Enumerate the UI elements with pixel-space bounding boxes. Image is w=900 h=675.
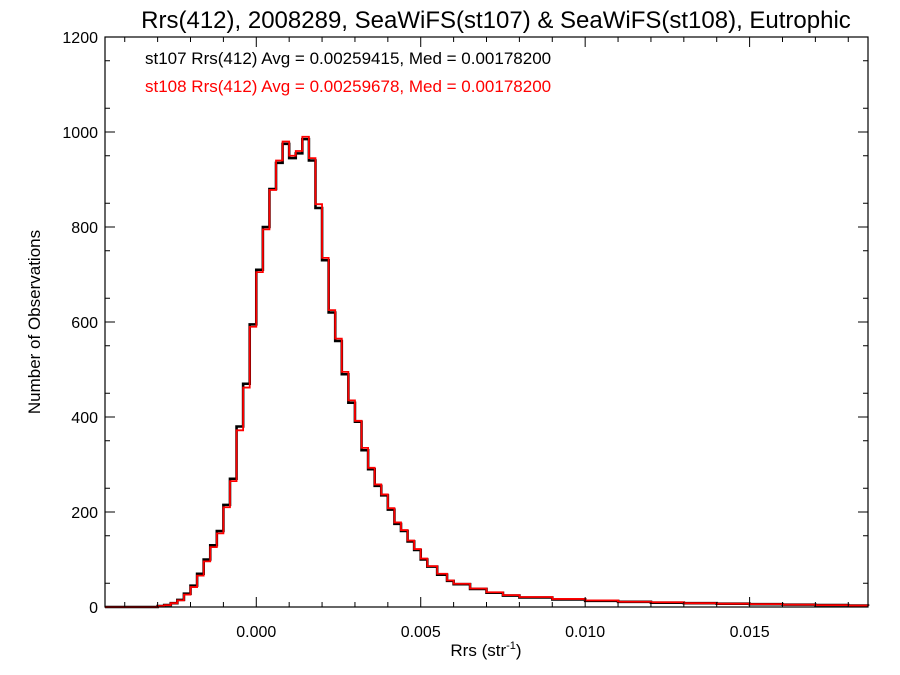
- series-line-0: [105, 137, 870, 609]
- x-tick-labels: 0.000 0.005 0.010 0.015: [236, 624, 769, 641]
- x-axis-label-superscript: -1: [506, 640, 516, 652]
- y-tick-label: 800: [71, 220, 98, 237]
- x-tick-label: 0.010: [565, 624, 605, 641]
- y-tick-label: 1200: [62, 30, 98, 47]
- x-axis-label-close: ): [516, 641, 522, 660]
- x-axis-label: Rrs (str-1): [450, 640, 521, 660]
- plot-area: [105, 135, 870, 609]
- chart-title: Rrs(412), 2008289, SeaWiFS(st107) & SeaW…: [141, 7, 851, 34]
- y-tick-label: 400: [71, 410, 98, 427]
- legend-entry-st108: st108 Rrs(412) Avg = 0.00259678, Med = 0…: [145, 77, 551, 96]
- y-tick-label: 1000: [62, 125, 98, 142]
- y-tick-label: 600: [71, 315, 98, 332]
- y-axis-label: Number of Observations: [25, 230, 44, 414]
- x-tick-label: 0.000: [236, 624, 276, 641]
- plot-frame: [104, 36, 869, 608]
- y-tick-labels: 0 200 400 600 800 1000 1200: [62, 30, 98, 617]
- y-tick-label: 0: [89, 600, 98, 617]
- x-axis-label-main: Rrs (str: [450, 641, 506, 660]
- legend-entry-st107: st107 Rrs(412) Avg = 0.00259415, Med = 0…: [145, 49, 551, 68]
- series-line-1: [105, 135, 869, 608]
- axis-ticks: [105, 36, 868, 608]
- x-tick-label: 0.015: [730, 624, 770, 641]
- x-tick-label: 0.005: [401, 624, 441, 641]
- y-tick-label: 200: [71, 505, 98, 522]
